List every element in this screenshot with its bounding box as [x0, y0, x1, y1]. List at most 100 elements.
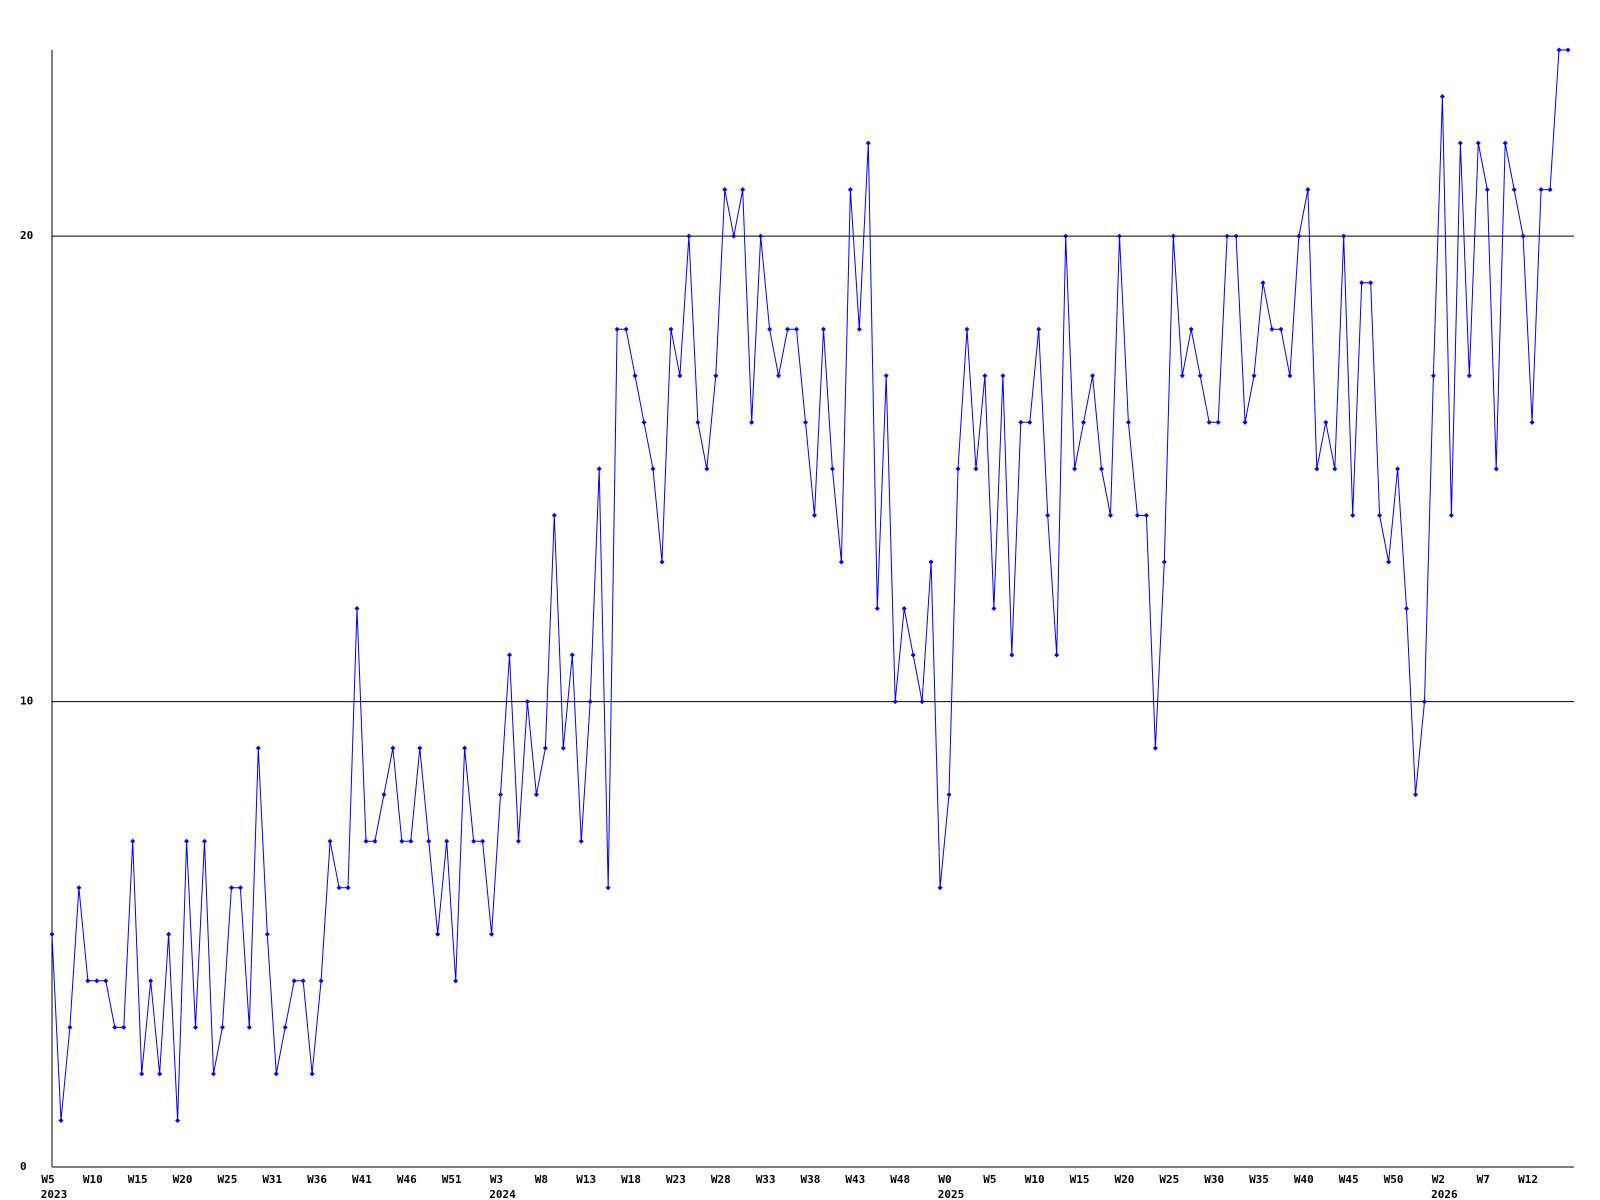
x-tick-label: W5: [41, 1173, 54, 1186]
point: [1090, 373, 1096, 379]
point: [1421, 699, 1427, 705]
point: [982, 373, 988, 379]
y-tick-label: 10: [20, 695, 33, 708]
x-tick-label: W31: [262, 1173, 282, 1186]
point: [1538, 187, 1544, 193]
x-tick-label: W28: [711, 1173, 731, 1186]
point: [444, 838, 450, 844]
point: [1027, 419, 1033, 425]
point: [1125, 419, 1131, 425]
point: [1413, 792, 1419, 798]
x-tick-label: W12: [1518, 1173, 1538, 1186]
point: [587, 699, 593, 705]
x-tick-label: W46: [397, 1173, 417, 1186]
point: [1520, 233, 1526, 239]
point: [426, 838, 432, 844]
point: [740, 187, 746, 193]
x-tick-label: W18: [621, 1173, 641, 1186]
x-tick-label: W33: [756, 1173, 776, 1186]
point: [677, 373, 683, 379]
point: [210, 1071, 216, 1077]
point: [847, 187, 853, 193]
point: [282, 1024, 288, 1030]
point: [937, 885, 943, 891]
point: [1377, 512, 1383, 518]
point: [1116, 233, 1122, 239]
point: [255, 745, 261, 751]
x-tick-label: W0: [938, 1173, 951, 1186]
x-tick-label: W45: [1339, 1173, 1359, 1186]
point: [112, 1024, 118, 1030]
point: [1251, 373, 1257, 379]
point: [1179, 373, 1185, 379]
point: [686, 233, 692, 239]
point: [300, 978, 306, 984]
point: [1475, 140, 1481, 146]
point: [1287, 373, 1293, 379]
point: [910, 652, 916, 658]
x-tick-label: W25: [1159, 1173, 1179, 1186]
point: [1081, 419, 1087, 425]
point: [515, 838, 521, 844]
point: [1143, 512, 1149, 518]
point: [399, 838, 405, 844]
point: [103, 978, 109, 984]
point: [1484, 187, 1490, 193]
point: [58, 1117, 64, 1123]
point: [336, 885, 342, 891]
point: [1341, 233, 1347, 239]
point: [309, 1071, 315, 1077]
point: [291, 978, 297, 984]
x-tick-label: W15: [128, 1173, 148, 1186]
point: [1197, 373, 1203, 379]
point: [1314, 466, 1320, 472]
point: [1430, 373, 1436, 379]
point: [883, 373, 889, 379]
point: [1529, 419, 1535, 425]
x-tick-label: W5: [983, 1173, 996, 1186]
x-tick-label: W3: [490, 1173, 503, 1186]
point: [67, 1024, 73, 1030]
point: [480, 838, 486, 844]
x-tick-label: W41: [352, 1173, 372, 1186]
point: [318, 978, 324, 984]
point: [1565, 47, 1571, 53]
point: [1278, 326, 1284, 332]
x-year-label: 2024: [489, 1188, 516, 1200]
point: [578, 838, 584, 844]
point: [417, 745, 423, 751]
point: [829, 466, 835, 472]
point: [363, 838, 369, 844]
point: [1547, 187, 1553, 193]
point: [1296, 233, 1302, 239]
point: [794, 326, 800, 332]
point: [892, 699, 898, 705]
point: [1045, 512, 1051, 518]
point: [148, 978, 154, 984]
point: [1305, 187, 1311, 193]
point: [1395, 466, 1401, 472]
point: [1368, 280, 1374, 286]
point: [623, 326, 629, 332]
point: [659, 559, 665, 565]
point: [1009, 652, 1015, 658]
point: [641, 419, 647, 425]
point: [462, 745, 468, 751]
point: [605, 885, 611, 891]
x-tick-label: W40: [1294, 1173, 1314, 1186]
point: [1511, 187, 1517, 193]
point: [955, 466, 961, 472]
x-tick-label: W50: [1384, 1173, 1404, 1186]
point: [1233, 233, 1239, 239]
point: [1260, 280, 1266, 286]
x-tick-label: W10: [1025, 1173, 1045, 1186]
point: [632, 373, 638, 379]
point: [1161, 559, 1167, 565]
point: [273, 1071, 279, 1077]
point: [94, 978, 100, 984]
point: [803, 419, 809, 425]
point: [193, 1024, 199, 1030]
point: [201, 838, 207, 844]
x-tick-label: W7: [1477, 1173, 1490, 1186]
